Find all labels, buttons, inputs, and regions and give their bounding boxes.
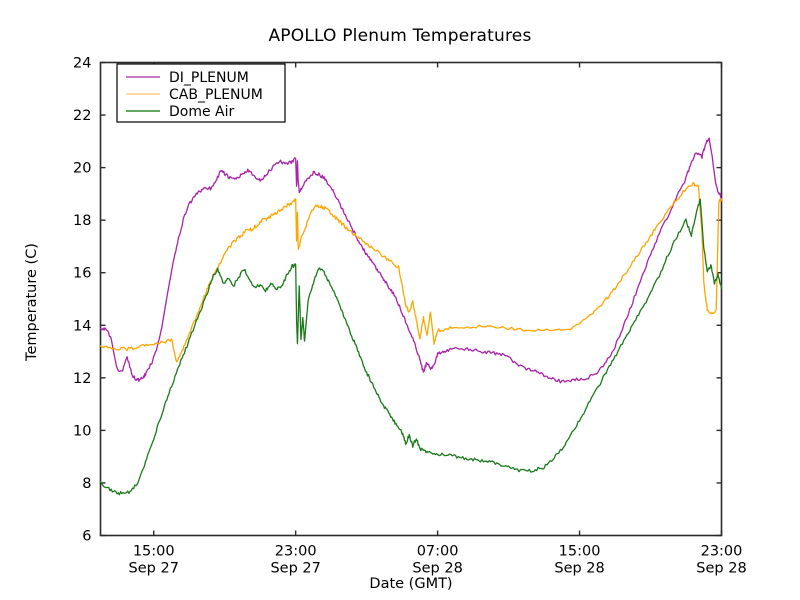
y-tick-label: 24 (73, 56, 91, 72)
x-tick-label-date: Sep 28 (554, 561, 604, 577)
x-tick-label-time: 15:00 (559, 544, 601, 560)
y-tick-label: 20 (73, 161, 91, 177)
x-tick-label-time: 07:00 (417, 544, 459, 560)
y-tick-label: 10 (73, 423, 91, 439)
page-title: APOLLO Plenum Temperatures (268, 26, 532, 46)
series-line-di-plenum (99, 137, 723, 384)
x-tick-label-date: Sep 27 (270, 561, 320, 577)
x-tick-label-date: Sep 28 (412, 561, 462, 577)
x-axis-label: Date (GMT) (369, 576, 453, 592)
legend-label-2: Dome Air (169, 104, 235, 120)
x-tick-label-time: 23:00 (275, 544, 317, 560)
series-line-dome-air (99, 198, 723, 496)
y-tick-label: 14 (73, 318, 91, 334)
series-line-cab-plenum (99, 181, 723, 363)
plot-border (99, 61, 723, 537)
y-tick-label: 8 (82, 476, 91, 492)
x-tick-label-date: Sep 28 (696, 561, 746, 577)
x-tick-label-time: 23:00 (701, 544, 743, 560)
y-tick-label: 6 (82, 529, 91, 545)
y-axis-ticks: 6 8 10 12 14 16 18 20 22 24 (73, 56, 722, 545)
y-tick-label: 22 (73, 108, 91, 124)
axes-frame (99, 61, 723, 537)
legend-label-0: DI_PLENUM (169, 70, 249, 86)
y-tick-label: 12 (73, 371, 91, 387)
x-tick-label-date: Sep 27 (129, 561, 179, 577)
y-tick-label: 18 (73, 213, 91, 229)
y-tick-label: 16 (73, 266, 91, 282)
legend-box (116, 63, 286, 123)
legend-label-1: CAB_PLENUM (169, 87, 263, 103)
x-tick-label-time: 15:00 (133, 544, 175, 560)
data-series-group (99, 137, 723, 496)
